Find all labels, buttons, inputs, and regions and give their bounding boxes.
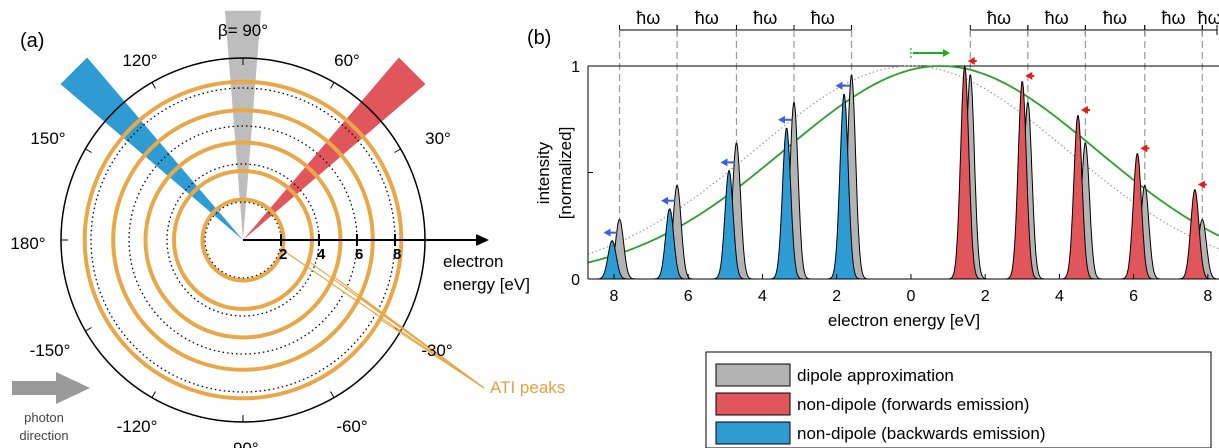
x-axis-title: electron energy [eV] bbox=[828, 311, 980, 330]
energy-tick-8: 8 bbox=[393, 246, 401, 263]
hbar-omega-label: ħω bbox=[1198, 8, 1219, 28]
forward-shift-arrow-head bbox=[1197, 180, 1205, 189]
envelope-dipole bbox=[587, 65, 1219, 255]
angle-label-minus60: -60° bbox=[336, 417, 367, 436]
energy-axis-label-line2: energy [eV] bbox=[443, 275, 530, 294]
polar-angle-labels: β= 90° 60° 30° 180° 150° 120° -30° -60° … bbox=[10, 21, 452, 448]
photon-label-line2: direction bbox=[19, 428, 68, 443]
energy-axis: 2 4 6 8 electron energy [eV] bbox=[243, 234, 530, 294]
hbar-omega-label: ħω bbox=[753, 8, 777, 28]
angle-tick bbox=[151, 82, 156, 89]
angle-tick bbox=[85, 327, 92, 332]
panel-a-polar-plot: (a) 2 4 6 8 electron energy [eV] β= 90° … bbox=[10, 10, 565, 448]
angle-tick bbox=[151, 391, 156, 398]
forward-shift-arrow-head bbox=[1080, 105, 1088, 114]
legend: dipole approximation non-dipole (forward… bbox=[705, 351, 1212, 448]
legend-label-dipole: dipole approximation bbox=[797, 366, 954, 385]
angle-label-minus30: -30° bbox=[421, 341, 452, 360]
angle-tick bbox=[330, 82, 335, 89]
x-tick-label: 2 bbox=[832, 288, 841, 305]
angle-tick bbox=[85, 148, 92, 153]
ati-pointer-line-1 bbox=[281, 249, 485, 389]
panel-a-label: (a) bbox=[20, 30, 44, 52]
backward-shift-arrow-head bbox=[720, 158, 728, 167]
y-axis-title-line1: intensity bbox=[534, 141, 553, 204]
backward-shift-arrow-head bbox=[778, 115, 786, 124]
peak-guide-lines bbox=[618, 30, 1203, 279]
angle-label-90: β= 90° bbox=[218, 21, 268, 40]
angle-tick bbox=[330, 391, 335, 398]
forward-shift-arrow-head bbox=[1140, 144, 1148, 153]
angle-label-180: 180° bbox=[10, 234, 45, 253]
photon-arrow-shaft bbox=[12, 381, 58, 395]
hbar-omega-label: ħω bbox=[636, 8, 660, 28]
legend-swatch-backward bbox=[715, 421, 791, 445]
x-tick-label: 6 bbox=[684, 288, 693, 305]
x-tick-label: 4 bbox=[1055, 288, 1064, 305]
ati-pointer-line-5 bbox=[379, 318, 485, 389]
hbar-omega-annotations: ħω ħω ħω ħω ħω ħω ħω ħω ħω bbox=[619, 8, 1219, 35]
angle-label-120: 120° bbox=[122, 51, 157, 70]
energy-tick-6: 6 bbox=[355, 246, 363, 263]
photon-arrow-head bbox=[56, 372, 90, 404]
energy-axis-arrowhead bbox=[476, 234, 489, 246]
backward-shift-arrow-head bbox=[661, 196, 669, 205]
hbar-omega-label: ħω bbox=[1161, 8, 1185, 28]
photon-label-line1: photon bbox=[24, 410, 64, 425]
envelope-curves bbox=[587, 65, 1219, 264]
peak-forward bbox=[944, 66, 986, 280]
angle-label-minus120: -120° bbox=[117, 417, 158, 436]
y-tick-label: 0 bbox=[571, 272, 580, 289]
y-axis-title-line2: [normalized] bbox=[556, 127, 575, 220]
x-tick-label: 4 bbox=[758, 288, 767, 305]
y-axis-ticks: 01 bbox=[571, 59, 593, 289]
energy-tick-4: 4 bbox=[317, 246, 326, 263]
y-tick-label: 1 bbox=[571, 59, 580, 76]
envelope-shift-arrow-head bbox=[942, 49, 950, 57]
legend-swatch-dipole bbox=[715, 363, 791, 387]
forward-shift-arrow-head bbox=[1025, 71, 1033, 80]
hbar-omega-label: ħω bbox=[1045, 8, 1069, 28]
shift-arrows bbox=[603, 48, 1207, 237]
forward-shift-arrow-head bbox=[967, 57, 975, 65]
ati-peaks-label: ATI peaks bbox=[490, 378, 565, 397]
legend-label-backward: non-dipole (backwards emission) bbox=[797, 424, 1046, 443]
energy-axis-label-line1: electron bbox=[443, 252, 503, 271]
peak-forward bbox=[1001, 81, 1043, 280]
x-tick-label: 0 bbox=[906, 288, 915, 305]
photon-direction-arrow: photon direction bbox=[12, 372, 90, 443]
legend-swatch-forward bbox=[715, 392, 791, 416]
hbar-omega-label: ħω bbox=[987, 8, 1011, 28]
x-tick-label: 8 bbox=[610, 288, 619, 305]
envelope-nondipole bbox=[587, 65, 1219, 264]
backward-shift-arrow-head bbox=[835, 81, 843, 90]
angle-label-30: 30° bbox=[425, 129, 451, 148]
backward-shift-arrow-head bbox=[603, 228, 611, 237]
angle-label-150: 150° bbox=[30, 129, 65, 148]
panel-b-label: (b) bbox=[527, 27, 551, 49]
angle-label-60: 60° bbox=[334, 51, 360, 70]
angle-label-minus90: -90° bbox=[227, 439, 258, 448]
x-tick-label: 8 bbox=[1203, 288, 1212, 305]
hbar-omega-label: ħω bbox=[811, 8, 835, 28]
legend-label-forward: non-dipole (forwards emission) bbox=[797, 395, 1029, 414]
angle-tick bbox=[394, 148, 401, 153]
ati-pointer-lines bbox=[281, 249, 485, 389]
angle-label-minus150: -150° bbox=[30, 341, 71, 360]
x-tick-label: 6 bbox=[1129, 288, 1138, 305]
x-tick-label: 2 bbox=[981, 288, 990, 305]
x-axis-ticks: 8 6 4 2 0 2 4 6 8 bbox=[610, 274, 1212, 305]
hbar-omega-label: ħω bbox=[1103, 8, 1127, 28]
ati-pointer-line-4 bbox=[359, 296, 485, 389]
energy-tick-marks bbox=[280, 234, 396, 246]
hbar-omega-label: ħω bbox=[695, 8, 719, 28]
energy-tick-2: 2 bbox=[279, 246, 287, 263]
